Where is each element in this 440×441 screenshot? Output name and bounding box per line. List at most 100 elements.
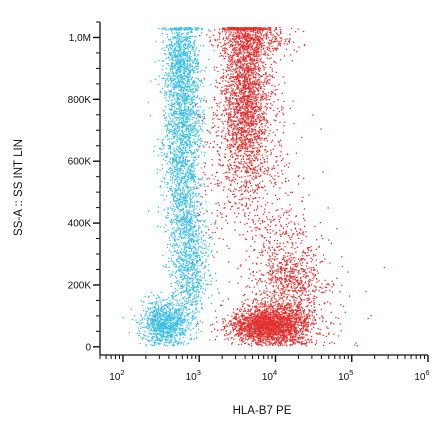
data-point xyxy=(171,220,173,222)
data-point xyxy=(182,222,184,225)
data-point xyxy=(164,304,166,306)
data-point xyxy=(160,334,162,337)
data-point xyxy=(187,94,190,96)
data-point xyxy=(188,76,190,78)
data-point xyxy=(187,113,189,115)
data-point xyxy=(173,56,175,59)
data-point xyxy=(176,340,178,342)
data-point xyxy=(162,255,164,257)
data-point xyxy=(187,276,190,278)
data-point xyxy=(160,319,162,322)
data-point xyxy=(249,139,251,141)
data-point xyxy=(183,275,185,277)
data-point xyxy=(190,238,192,240)
data-point xyxy=(193,290,195,292)
data-point xyxy=(179,194,181,196)
data-point xyxy=(166,320,168,322)
data-point xyxy=(232,121,234,123)
data-point xyxy=(173,181,176,183)
data-point xyxy=(179,270,181,273)
data-point xyxy=(191,303,194,306)
data-point xyxy=(196,120,198,122)
data-point xyxy=(187,106,189,108)
data-point xyxy=(173,73,175,75)
data-point xyxy=(175,175,177,177)
data-point xyxy=(171,232,173,234)
data-point xyxy=(176,229,178,231)
data-point xyxy=(179,76,181,79)
data-point xyxy=(191,101,193,103)
data-point xyxy=(197,77,199,80)
data-point xyxy=(154,333,156,335)
data-point xyxy=(197,55,199,57)
data-point xyxy=(179,150,181,152)
data-point xyxy=(154,306,156,308)
data-point xyxy=(188,59,190,62)
data-point xyxy=(261,81,263,83)
data-point xyxy=(163,152,165,154)
data-point xyxy=(230,27,233,29)
data-point xyxy=(191,301,193,303)
data-point xyxy=(174,196,176,198)
data-point xyxy=(209,274,212,276)
data-point xyxy=(245,106,247,108)
data-point xyxy=(181,196,183,198)
data-point xyxy=(192,205,194,207)
data-point xyxy=(180,164,182,166)
data-point xyxy=(159,169,161,171)
data-point xyxy=(158,324,160,326)
data-point xyxy=(222,37,225,39)
data-point xyxy=(249,29,251,31)
data-point xyxy=(179,205,181,208)
data-point xyxy=(168,51,170,53)
data-point xyxy=(169,304,171,306)
data-point xyxy=(170,44,173,46)
data-point xyxy=(170,223,173,225)
data-point xyxy=(247,186,249,189)
data-point xyxy=(188,187,190,189)
data-point xyxy=(194,27,196,29)
data-point xyxy=(166,316,168,318)
data-point xyxy=(182,157,184,160)
data-point xyxy=(235,54,238,56)
data-point xyxy=(153,330,156,333)
data-point xyxy=(177,84,179,87)
data-point xyxy=(189,262,191,264)
series-1-points xyxy=(122,27,219,347)
data-point xyxy=(187,185,189,188)
data-point xyxy=(186,46,189,48)
data-point xyxy=(167,327,169,329)
data-point xyxy=(185,265,187,267)
data-point xyxy=(152,303,154,305)
data-point xyxy=(173,322,175,325)
data-point xyxy=(166,44,168,47)
data-point xyxy=(191,229,193,231)
data-point xyxy=(233,85,236,87)
data-point xyxy=(230,32,232,34)
data-point xyxy=(191,304,193,306)
data-point xyxy=(193,267,195,269)
data-point xyxy=(183,318,186,320)
data-point xyxy=(271,70,274,72)
data-point xyxy=(182,311,184,313)
data-point xyxy=(179,99,181,101)
data-point xyxy=(175,213,177,215)
data-point xyxy=(178,122,180,124)
data-point xyxy=(176,69,178,71)
data-point xyxy=(176,35,178,37)
data-point xyxy=(164,332,166,334)
data-point xyxy=(174,113,176,115)
data-point xyxy=(189,101,191,103)
data-point xyxy=(183,284,185,286)
data-point xyxy=(165,79,167,81)
data-point xyxy=(191,205,193,207)
data-point xyxy=(173,131,176,133)
data-point xyxy=(176,222,178,224)
data-point xyxy=(174,59,177,61)
data-point xyxy=(235,171,237,173)
data-point xyxy=(234,40,236,42)
data-point xyxy=(186,246,188,248)
data-point xyxy=(179,169,181,171)
data-point xyxy=(189,240,191,242)
data-point xyxy=(176,188,178,191)
